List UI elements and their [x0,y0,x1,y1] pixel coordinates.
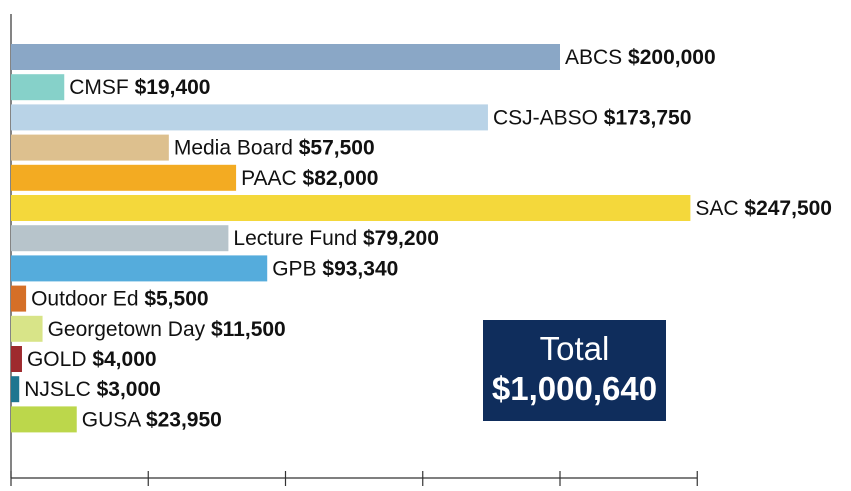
bar-label: Outdoor Ed $5,500 [31,288,208,311]
bar-label: ABCS $200,000 [565,46,716,69]
bar-gusa [11,406,77,433]
bar-label: CMSF $19,400 [69,76,210,99]
bar-value-label: $79,200 [363,227,439,250]
total-label: Total [539,330,610,367]
bar-gold [11,346,22,372]
bar-value-label: $82,000 [303,167,379,190]
bar-category-label: NJSLC [24,378,96,401]
bar-category-label: GOLD [27,348,92,371]
bar-label: Georgetown Day $11,500 [48,318,286,341]
bar-value-label: $19,400 [135,76,211,99]
bar-outdoor-ed [11,285,27,312]
bar-gpb [11,255,268,282]
bar-value-label: $173,750 [604,106,692,129]
bar-value-label: $247,500 [744,197,832,220]
bar-label: SAC $247,500 [695,197,832,220]
bar-category-label: PAAC [241,167,302,190]
bar-label: NJSLC $3,000 [24,378,161,401]
bar-value-label: $200,000 [628,46,716,69]
bar-value-label: $23,950 [146,408,222,431]
bar-sac [11,195,691,221]
bar-cmsf [11,74,65,101]
bar-value-label: $3,000 [97,378,161,401]
bar-paac [11,164,237,191]
bar-value-label: $93,340 [322,257,398,280]
bar-category-label: Media Board [174,137,299,160]
chart-labels: ABCS $200,000 CMSF $19,400 CSJ-ABSO $173,7… [24,46,832,431]
bar-value-label: $11,500 [211,318,286,341]
bar-abcs [11,44,560,70]
bar-category-label: SAC [695,197,744,220]
total-box: Total $1,000,640 [483,320,666,421]
bar-category-label: CSJ-ABSO [493,106,604,129]
bar-georgetown-day [11,315,43,342]
total-value: $1,000,640 [491,370,658,407]
bar-category-label: Georgetown Day [48,318,211,341]
chart-bars [11,44,691,433]
bar-label: Media Board $57,500 [174,137,375,160]
bar-category-label: GUSA [82,408,146,431]
bar-category-label: Lecture Fund [233,227,363,250]
bar-category-label: CMSF [69,76,134,99]
bar-category-label: GPB [272,257,322,280]
bar-njslc [11,376,20,403]
bar-category-label: ABCS [565,46,628,69]
bar-lecture-fund [11,225,229,252]
bar-label: GOLD $4,000 [27,348,157,371]
bar-label: CSJ-ABSO $173,750 [493,106,691,129]
bar-label: GUSA $23,950 [82,408,222,431]
bar-media-board [11,134,169,161]
bar-label: GPB $93,340 [272,257,398,280]
bar-label: PAAC $82,000 [241,167,378,190]
bar-label: Lecture Fund $79,200 [233,227,439,250]
bar-value-label: $57,500 [299,137,375,160]
bar-csj-abso [11,104,488,131]
bar-category-label: Outdoor Ed [31,288,144,311]
bar-value-label: $5,500 [144,288,208,311]
bar-value-label: $4,000 [92,348,156,371]
